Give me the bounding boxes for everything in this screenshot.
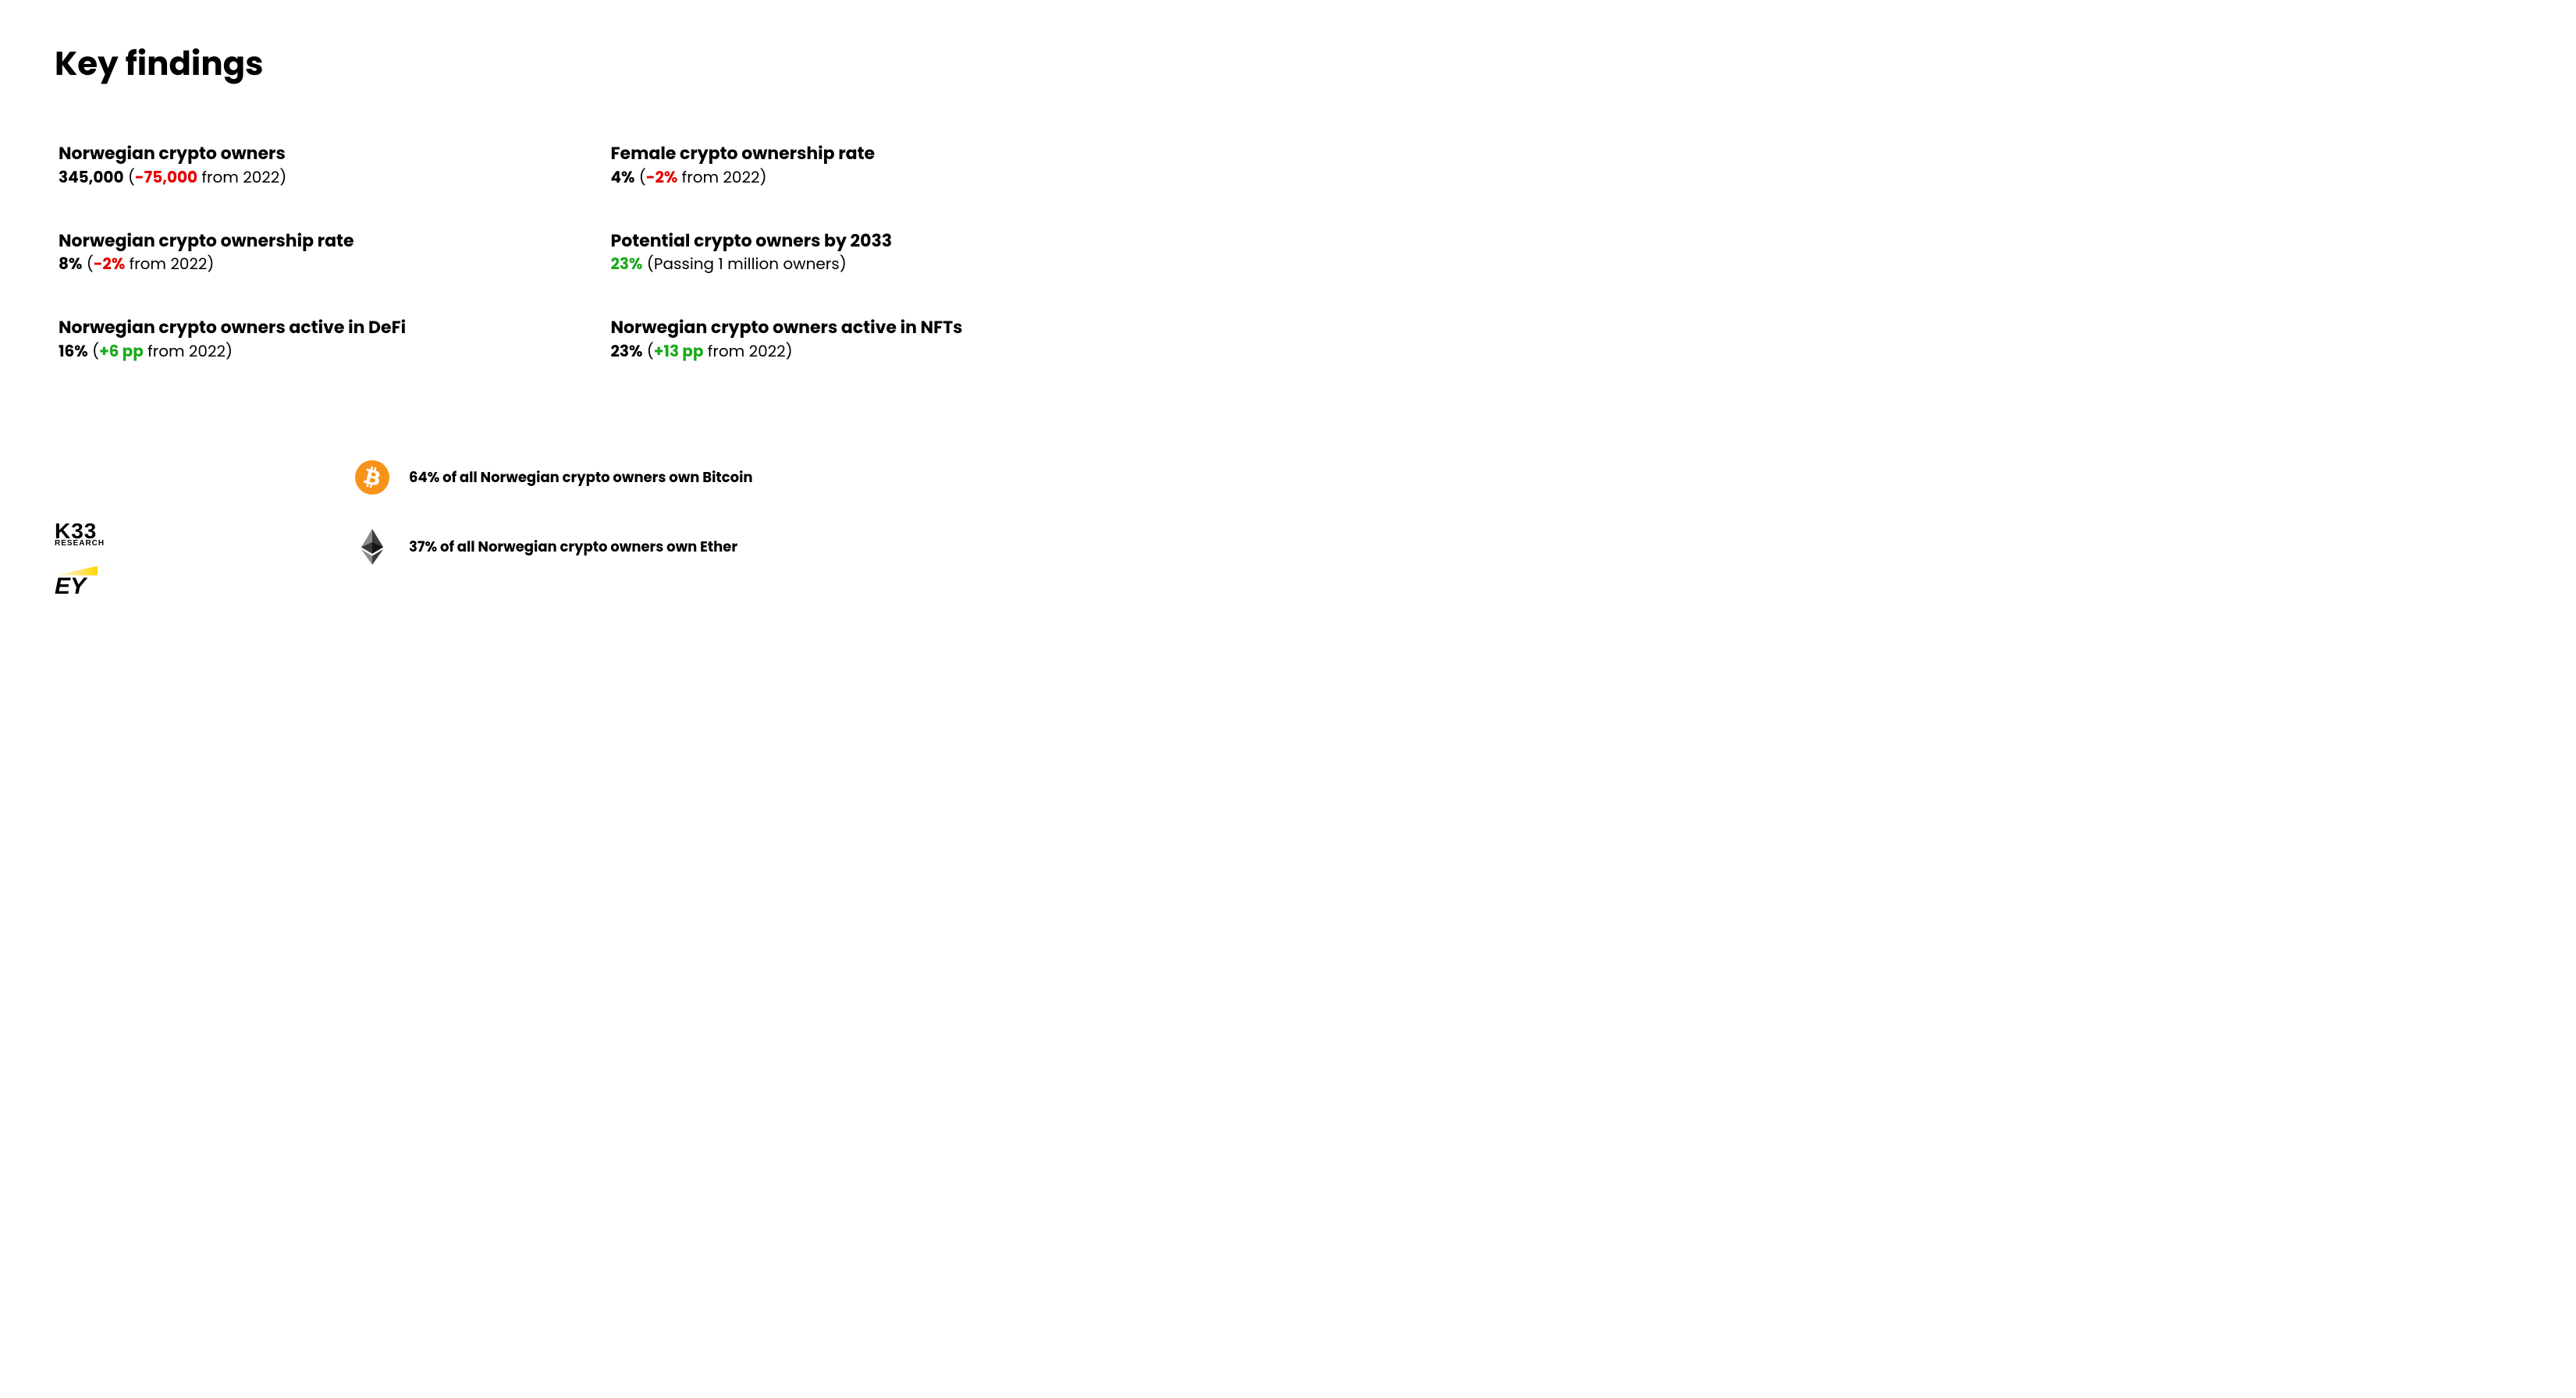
finding-delta: 23% (611, 253, 643, 275)
finding-value-line: 16% (+6 pp from 2022) (59, 341, 564, 361)
bitcoin-icon (355, 460, 389, 495)
finding-label: Norwegian crypto owners (59, 143, 564, 165)
finding-label: Potential crypto owners by 2033 (611, 230, 1117, 253)
finding-value-line: 8% (-2% from 2022) (59, 254, 564, 274)
finding-item: Potential crypto owners by 2033 23% (Pas… (611, 230, 1117, 275)
k33-logo-sub: RESEARCH (55, 540, 105, 547)
ethereum-icon (355, 530, 389, 564)
crypto-stat-row: 37% of all Norwegian crypto owners own E… (355, 530, 753, 564)
finding-value: 345,000 (59, 166, 124, 188)
k33-logo-main: K33 (55, 521, 105, 541)
ey-beam-icon (55, 566, 98, 576)
finding-label: Norwegian crypto ownership rate (59, 230, 564, 253)
logos: K33 RESEARCH EY (55, 521, 105, 596)
finding-suffix: from 2022 (677, 166, 759, 188)
finding-suffix: from 2022 (144, 340, 226, 362)
k33-logo: K33 RESEARCH (55, 521, 105, 546)
crypto-stat-text: 64% of all Norwegian crypto owners own B… (409, 467, 753, 488)
finding-value-line: 23% (+13 pp from 2022) (611, 341, 1117, 361)
finding-item: Norwegian crypto owners 345,000 (-75,000… (59, 143, 564, 187)
finding-value-line: 4% (-2% from 2022) (611, 167, 1117, 187)
finding-item: Norwegian crypto ownership rate 8% (-2% … (59, 230, 564, 275)
finding-label: Norwegian crypto owners active in NFTs (611, 317, 1117, 339)
finding-label: Female crypto ownership rate (611, 143, 1117, 165)
findings-grid: Norwegian crypto owners 345,000 (-75,000… (55, 143, 1116, 361)
finding-item: Female crypto ownership rate 4% (-2% fro… (611, 143, 1117, 187)
finding-item: Norwegian crypto owners active in DeFi 1… (59, 317, 564, 361)
finding-suffix: from 2022 (703, 340, 785, 362)
finding-value: 8% (59, 253, 82, 275)
finding-value-line: 23% (Passing 1 million owners) (611, 254, 1117, 274)
finding-delta: +6 pp (99, 340, 144, 362)
finding-value: 4% (611, 166, 635, 188)
finding-suffix: from 2022 (125, 253, 207, 275)
page-title: Key findings (55, 39, 1116, 88)
finding-delta: +13 pp (654, 340, 704, 362)
crypto-stat-text: 37% of all Norwegian crypto owners own E… (409, 537, 737, 558)
ey-logo: EY (55, 566, 105, 597)
finding-value: 16% (59, 340, 88, 362)
crypto-stats: 64% of all Norwegian crypto owners own B… (355, 460, 753, 564)
finding-delta: -75,000 (135, 166, 197, 188)
finding-delta: -2% (94, 253, 125, 275)
finding-label: Norwegian crypto owners active in DeFi (59, 317, 564, 339)
ey-logo-text: EY (55, 577, 86, 597)
finding-delta: -2% (646, 166, 677, 188)
finding-value-line: 345,000 (-75,000 from 2022) (59, 167, 564, 187)
finding-item: Norwegian crypto owners active in NFTs 2… (611, 317, 1117, 361)
crypto-stat-row: 64% of all Norwegian crypto owners own B… (355, 460, 753, 495)
finding-suffix: from 2022 (197, 166, 279, 188)
finding-suffix: Passing 1 million owners (654, 253, 840, 275)
finding-value: 23% (611, 340, 643, 362)
